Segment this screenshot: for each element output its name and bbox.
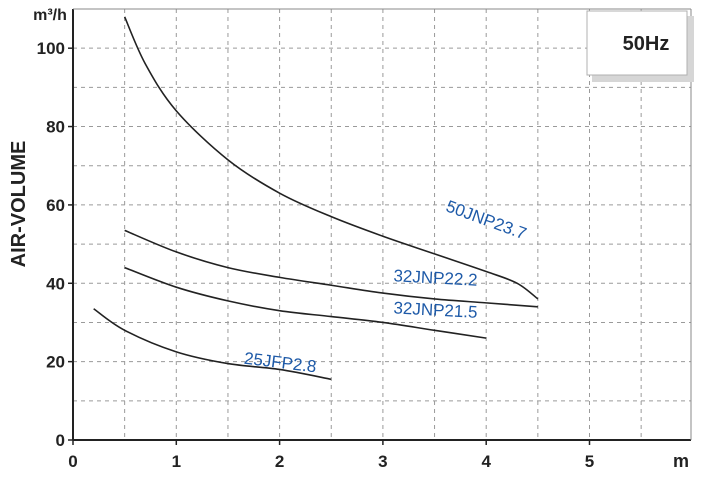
y-unit-label: m³/h <box>33 7 67 24</box>
badge-box <box>586 10 688 76</box>
series-label: 32JNP22.2 <box>393 266 478 289</box>
series-line-32jnp21-5 <box>124 266 487 339</box>
series-line-32jnp22-2 <box>124 229 538 308</box>
curves <box>93 16 539 381</box>
x-unit-label: m <box>673 451 689 471</box>
tick-labels: 0 1 2 3 4 5 0 20 40 60 80 100 <box>37 39 595 471</box>
series-label: 25JFP2.8 <box>243 349 318 377</box>
x-tick-label: 3 <box>378 452 387 471</box>
x-tick-label: 2 <box>275 452 284 471</box>
y-tick-label: 80 <box>46 118 65 137</box>
x-tick-label: 1 <box>172 452 181 471</box>
y-tick-label: 40 <box>46 274 65 293</box>
y-tick-label: 0 <box>56 431 65 450</box>
y-tick-label: 100 <box>37 39 65 58</box>
y-axis-label: AIR-VOLUME <box>8 141 30 268</box>
y-tick-label: 60 <box>46 196 65 215</box>
y-tick-label: 20 <box>46 353 65 372</box>
frequency-badge: 50Hz <box>586 10 694 82</box>
x-tick-label: 5 <box>585 452 594 471</box>
series-label: 32JNP21.5 <box>393 298 478 321</box>
x-tick-label: 0 <box>68 452 77 471</box>
badge-text: 50Hz <box>623 33 670 55</box>
series-line-50jnp23-7 <box>123 16 539 300</box>
series-line-25jfp2-8 <box>93 308 332 381</box>
x-tick-label: 4 <box>481 452 491 471</box>
